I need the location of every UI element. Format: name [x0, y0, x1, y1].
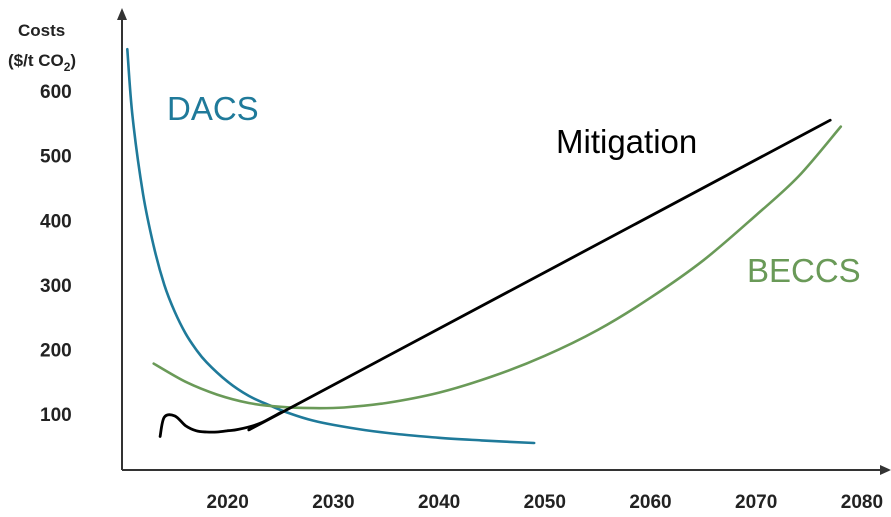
- y-tick-label: 100: [40, 405, 72, 426]
- y-tick-label: 500: [40, 147, 72, 168]
- x-tick-label: 2070: [735, 492, 777, 513]
- y-axis-label-line1: Costs: [18, 21, 65, 40]
- x-tick-label: 2050: [524, 492, 566, 513]
- y-tick-labels: 100 200 300 400 500 600: [40, 82, 72, 426]
- series-lines: [126, 47, 843, 445]
- y-axis-label-line2: ($/t CO2): [8, 51, 76, 74]
- dacs-series-line: [126, 47, 536, 445]
- x-axis-arrow-icon: [880, 465, 891, 475]
- y-axis-arrow-icon: [117, 8, 127, 20]
- x-tick-label: 2030: [312, 492, 354, 513]
- x-tick-label: 2080: [841, 492, 883, 513]
- x-tick-label: 2060: [629, 492, 671, 513]
- dacs-series-label: DACS: [167, 90, 259, 127]
- beccs-series-line: [152, 125, 843, 410]
- mitigation-series-line: [158, 118, 832, 438]
- x-tick-label: 2020: [207, 492, 249, 513]
- x-tick-label: 2040: [418, 492, 460, 513]
- mitigation-series-label: Mitigation: [556, 123, 697, 160]
- beccs-series-label: BECCS: [747, 252, 861, 289]
- y-axis-label-prefix: ($/t CO: [8, 51, 64, 70]
- y-axis-label-suffix: ): [70, 51, 76, 70]
- x-tick-labels: 2020 2030 2040 2050 2060 2070 2080: [207, 492, 883, 513]
- y-tick-label: 200: [40, 340, 72, 361]
- y-tick-label: 400: [40, 211, 72, 232]
- y-tick-label: 600: [40, 82, 72, 103]
- y-tick-label: 300: [40, 276, 72, 297]
- y-axis-label-subscript: 2: [64, 60, 71, 74]
